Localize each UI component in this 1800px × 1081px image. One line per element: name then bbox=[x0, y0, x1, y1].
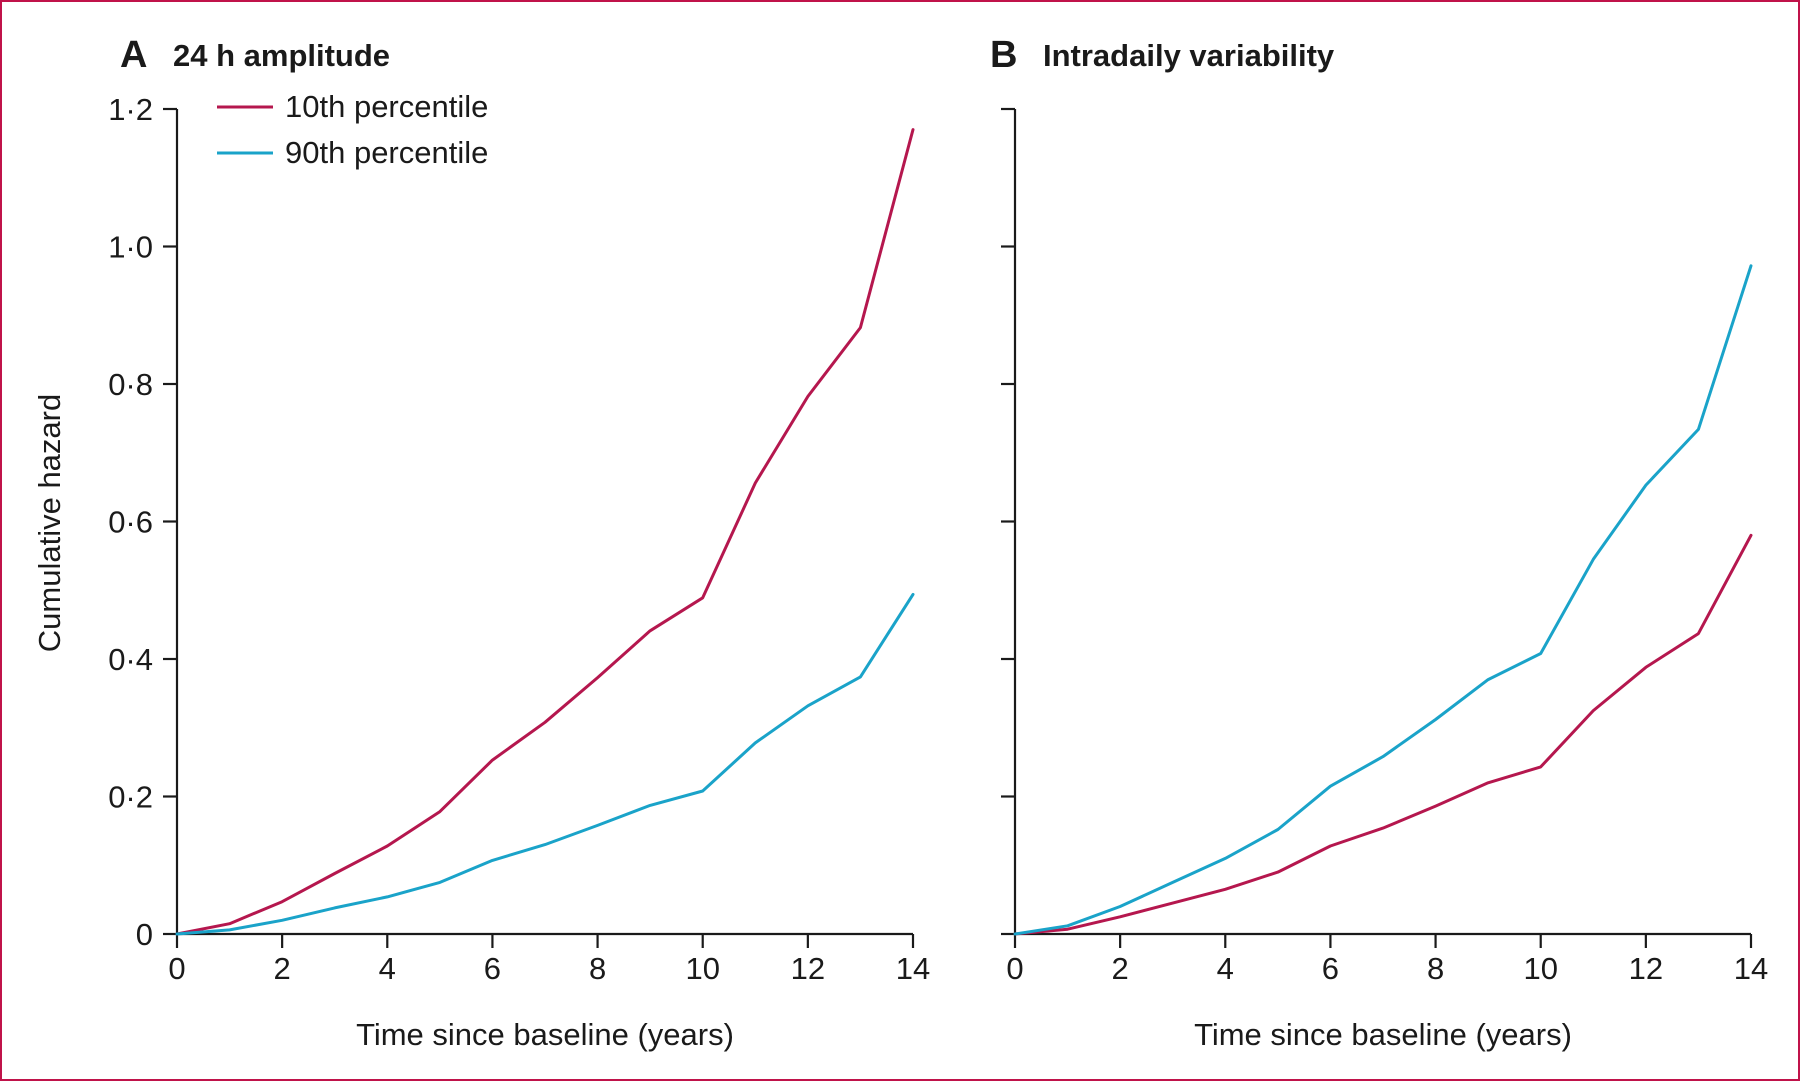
panel-a-axes: 0 0·2 0·4 0·6 0·8 1·0 1·2 0 2 4 6 8 10 12 14 bbox=[108, 92, 930, 986]
panel-b-line-90th-percentile bbox=[1013, 264, 1753, 936]
panel-b-title: Intradaily variability bbox=[1043, 38, 1335, 73]
panel-b-x-tick-label: 12 bbox=[1629, 951, 1663, 986]
panel-a-x-tick-label: 10 bbox=[685, 951, 719, 986]
panel-a-x-tick-label: 8 bbox=[589, 951, 606, 986]
panel-a-x-axis-title: Time since baseline (years) bbox=[356, 1017, 734, 1052]
panel-b-x-tick-label: 2 bbox=[1112, 951, 1129, 986]
panel-b-x-axis-title: Time since baseline (years) bbox=[1194, 1017, 1572, 1052]
panel-a-title: 24 h amplitude bbox=[173, 38, 390, 73]
panel-a-x-tick-label: 2 bbox=[274, 951, 291, 986]
panel-a-y-tick-label: 0·4 bbox=[108, 642, 153, 677]
panel-a-x-tick-label: 12 bbox=[791, 951, 825, 986]
panel-b-x-tick-label: 4 bbox=[1217, 951, 1234, 986]
panel-a-x-tick-label: 4 bbox=[379, 951, 396, 986]
panel-a-letter: A bbox=[120, 34, 147, 76]
panel-b-x-tick-label: 10 bbox=[1523, 951, 1557, 986]
panel-b-x-tick-label: 8 bbox=[1427, 951, 1444, 986]
panel-a: A 24 h amplitude Cumulative hazard Time … bbox=[32, 34, 930, 1052]
panel-b-x-tick-label: 0 bbox=[1006, 951, 1023, 986]
panel-a-y-tick-label: 0·8 bbox=[108, 367, 153, 402]
panel-b-series bbox=[1013, 264, 1753, 936]
panel-a-y-tick-label: 0·6 bbox=[108, 505, 153, 540]
legend-label-90th: 90th percentile bbox=[285, 135, 488, 170]
panel-a-y-tick-label: 0 bbox=[136, 917, 153, 952]
panel-b: B Intradaily variability Time since base… bbox=[990, 34, 1768, 1052]
panel-b-x-tick-label: 6 bbox=[1322, 951, 1339, 986]
panel-a-x-tick-label: 6 bbox=[484, 951, 501, 986]
y-axis-title: Cumulative hazard bbox=[32, 394, 67, 652]
panel-a-y-tick-label: 1·0 bbox=[108, 230, 153, 265]
panel-b-axes: 0 2 4 6 8 10 12 14 bbox=[1001, 107, 1768, 986]
panel-a-series bbox=[175, 128, 915, 936]
panel-b-x-tick-label: 14 bbox=[1734, 951, 1768, 986]
panel-a-x-tick-label: 14 bbox=[896, 951, 930, 986]
panel-a-x-tick-label: 0 bbox=[168, 951, 185, 986]
panel-a-line-10th-percentile bbox=[175, 128, 915, 936]
panel-a-line-90th-percentile bbox=[175, 592, 915, 936]
panel-a-y-tick-label: 1·2 bbox=[108, 92, 153, 127]
panel-b-line-10th-percentile bbox=[1013, 533, 1753, 936]
legend: 10th percentile 90th percentile bbox=[217, 89, 488, 170]
panel-a-y-tick-label: 0·2 bbox=[108, 780, 153, 815]
panel-b-letter: B bbox=[990, 34, 1017, 76]
legend-label-10th: 10th percentile bbox=[285, 89, 488, 124]
